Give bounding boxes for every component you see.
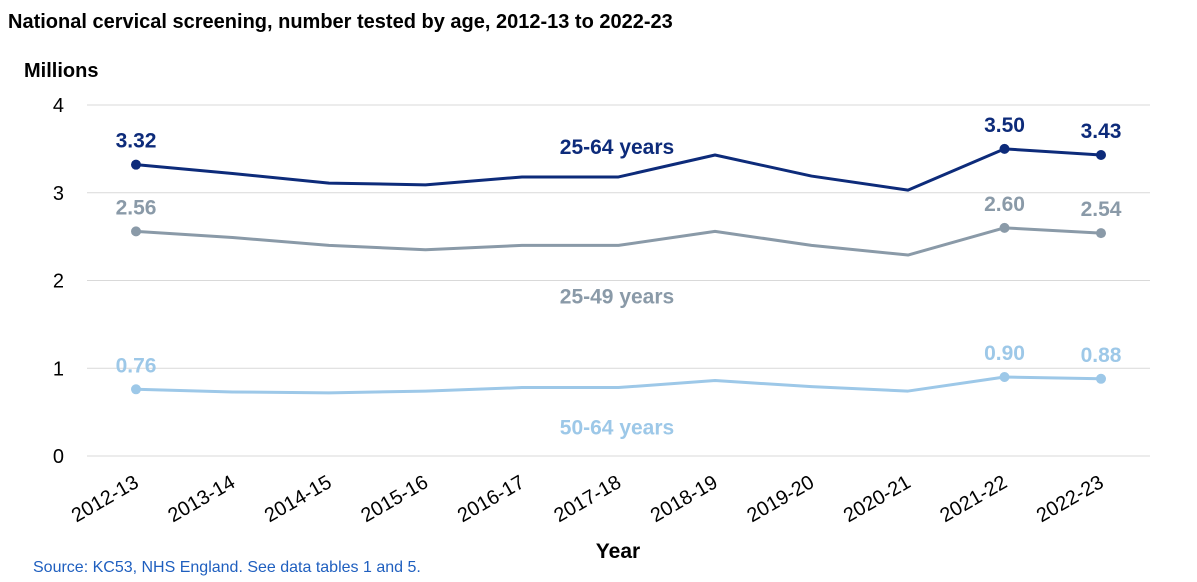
series-name-label: 25-49 years bbox=[560, 285, 674, 308]
data-label: 2.60 bbox=[984, 193, 1025, 216]
data-label: 0.90 bbox=[984, 342, 1025, 365]
series-line bbox=[135, 375, 1102, 395]
x-tick-label: 2022-23 bbox=[1033, 471, 1108, 527]
data-label: 3.50 bbox=[984, 114, 1025, 137]
x-tick-label: 2012-13 bbox=[68, 471, 143, 527]
series-name-label: 50-64 years bbox=[560, 417, 674, 440]
series-name-label: 25-64 years bbox=[560, 136, 674, 159]
x-tick-label: 2015-16 bbox=[357, 471, 432, 527]
data-label: 2.54 bbox=[1081, 198, 1122, 221]
y-tick-label: 0 bbox=[53, 446, 64, 468]
x-tick-label: 2018-19 bbox=[647, 471, 722, 527]
data-point bbox=[999, 222, 1010, 233]
x-axis-ticks: 2012-13 2013-14 2014-15 2015-16 2016-17 2017-… bbox=[68, 471, 1108, 527]
data-point bbox=[131, 384, 141, 395]
x-tick-label: 2017-18 bbox=[550, 471, 625, 527]
x-axis-label: Year bbox=[596, 540, 640, 563]
x-tick-label: 2019-20 bbox=[743, 471, 818, 527]
data-point bbox=[999, 143, 1010, 154]
data-point bbox=[999, 372, 1010, 383]
x-tick-label: 2013-14 bbox=[164, 471, 239, 527]
data-label: 2.56 bbox=[116, 196, 157, 219]
data-point bbox=[131, 226, 141, 237]
data-point bbox=[1096, 228, 1106, 239]
y-tick-label: 2 bbox=[53, 271, 64, 293]
x-tick-label: 2016-17 bbox=[454, 471, 529, 527]
data-label: 3.43 bbox=[1081, 120, 1122, 143]
y-axis-ticks: 0 1 2 3 4 bbox=[53, 95, 64, 468]
chart-title: National cervical screening, number test… bbox=[8, 11, 673, 33]
data-point bbox=[1096, 150, 1106, 161]
data-point bbox=[131, 159, 141, 170]
x-tick-label: 2020-21 bbox=[840, 471, 915, 527]
series-line bbox=[135, 147, 1102, 192]
series-line bbox=[135, 226, 1102, 257]
data-label: 0.76 bbox=[116, 354, 157, 377]
source-note: Source: KC53, NHS England. See data tabl… bbox=[33, 559, 421, 576]
x-tick-label: 2014-15 bbox=[261, 471, 336, 527]
gridlines bbox=[87, 104, 1150, 457]
y-tick-label: 1 bbox=[53, 358, 64, 380]
y-tick-label: 4 bbox=[53, 95, 64, 117]
y-axis-unit-label: Millions bbox=[24, 60, 98, 82]
x-tick-label: 2021-22 bbox=[936, 471, 1011, 527]
data-point bbox=[1096, 373, 1106, 384]
series-group: 3.32 3.50 3.43 25-64 years 2.56 2.60 2.54 25-49… bbox=[116, 114, 1122, 440]
y-tick-label: 3 bbox=[53, 183, 64, 205]
data-label: 0.88 bbox=[1081, 344, 1122, 367]
data-label: 3.32 bbox=[116, 130, 157, 153]
